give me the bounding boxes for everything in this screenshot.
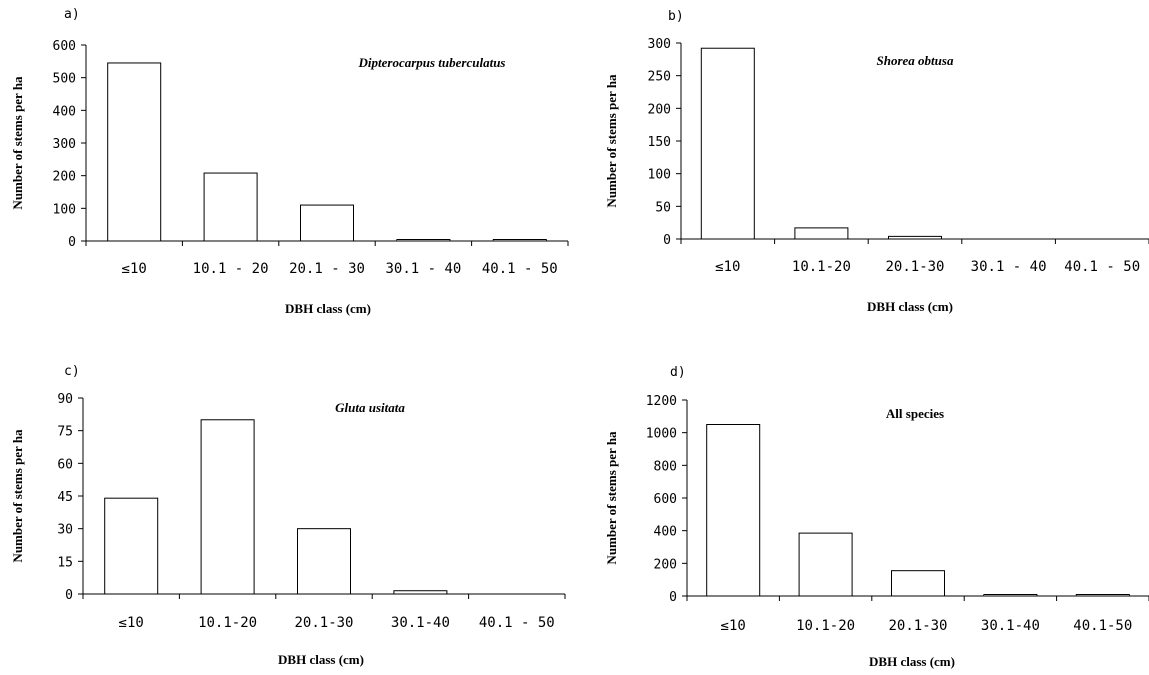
x-tick-label: 20.1-30: [885, 259, 944, 275]
bar: [297, 528, 351, 595]
y-tick-label: 200: [654, 557, 677, 572]
y-tick-label: 800: [654, 459, 677, 474]
chart-panel-d: d) 0 200 400 600 800 1000 1200 ≤10 10.1-20 20.1-30…: [604, 365, 1149, 669]
bar: [300, 204, 354, 242]
bar: [107, 62, 162, 242]
x-tick-label: 10.1 - 20: [193, 261, 269, 277]
bar: [700, 47, 755, 240]
bar: [203, 172, 258, 242]
y-tick-label: 200: [53, 170, 76, 185]
y-tick-label: 200: [648, 102, 671, 117]
x-tick-label: 10.1-20: [198, 615, 257, 631]
y-tick-label: 0: [68, 235, 76, 250]
x-tick-label: 40.1 - 50: [1064, 259, 1140, 275]
chart-title: Dipterocarpus tuberculatus: [358, 55, 506, 70]
y-tick-label: 250: [648, 70, 671, 85]
y-tick-label: 100: [53, 202, 76, 217]
y-tick-label: 15: [57, 555, 73, 570]
panel-label: a): [64, 7, 80, 22]
panel-label: b): [668, 9, 684, 24]
bar: [104, 497, 159, 595]
y-tick-label: 50: [655, 200, 671, 215]
x-tick-label: 30.1-40: [981, 618, 1040, 634]
y-tick-label: 150: [648, 135, 671, 150]
x-tick-label: 20.1 - 30: [289, 261, 365, 277]
bar: [393, 590, 448, 595]
y-axis-label: Number of stems per ha: [604, 431, 619, 565]
bar: [798, 532, 853, 597]
y-tick-label: 75: [57, 425, 73, 440]
bar: [794, 227, 849, 240]
y-axis-label: Number of stems per ha: [10, 76, 25, 210]
y-tick-label: 30: [57, 523, 73, 538]
y-tick-label: 45: [57, 490, 73, 505]
y-axis-label: Number of stems per ha: [604, 74, 619, 208]
bar: [983, 594, 1038, 597]
y-tick-label: 1000: [646, 427, 677, 442]
y-tick-label: 60: [57, 457, 73, 472]
chart-panel-a: a) 0 100 200 300 400 500 600 ≤10 10.1 - 20 20.1 - …: [10, 7, 569, 316]
y-tick-label: 1200: [646, 394, 677, 409]
chart-panel-b: b) 0 50 100 150 200 250 300 ≤10 10.1-20 20.1-30 30.…: [604, 9, 1149, 314]
y-tick-label: 100: [648, 168, 671, 183]
y-tick-label: 600: [654, 492, 677, 507]
x-tick-label: 40.1-50: [1073, 618, 1132, 634]
x-tick-label: 40.1 - 50: [482, 261, 558, 277]
y-tick-label: 500: [53, 72, 76, 87]
x-axis-label: DBH class (cm): [867, 299, 953, 314]
y-axis-label: Number of stems per ha: [10, 429, 25, 563]
panel-label: d): [670, 365, 686, 380]
x-axis-label: DBH class (cm): [285, 301, 371, 316]
bar: [200, 419, 255, 595]
x-tick-label: ≤10: [122, 261, 147, 277]
y-tick-label: 300: [53, 137, 76, 152]
x-tick-label: 20.1-30: [294, 615, 353, 631]
x-tick-label: 30.1 - 40: [971, 259, 1047, 275]
y-tick-label: 90: [57, 392, 73, 407]
y-tick-label: 600: [53, 39, 76, 54]
panel-label: c): [64, 364, 80, 379]
x-tick-label: 10.1-20: [792, 259, 851, 275]
x-tick-label: 30.1 - 40: [385, 261, 461, 277]
x-tick-label: ≤10: [721, 618, 746, 634]
y-tick-label: 400: [53, 104, 76, 119]
y-tick-label: 0: [663, 233, 671, 248]
y-tick-label: 400: [654, 525, 677, 540]
bar: [492, 239, 547, 242]
bar: [1075, 594, 1130, 597]
x-tick-label: 10.1-20: [796, 618, 855, 634]
chart-title: Shorea obtusa: [877, 53, 954, 68]
bar: [888, 235, 942, 240]
x-tick-label: 40.1 - 50: [479, 615, 555, 631]
chart-title: All species: [886, 406, 944, 421]
bar: [706, 424, 761, 597]
x-axis-label: DBH class (cm): [869, 654, 955, 669]
x-tick-label: 30.1-40: [391, 615, 450, 631]
chart-panel-c: c) 0 15 30 45 60 75 90 ≤10 10.1-20 20.1-30 30.1-40 4…: [10, 364, 566, 667]
x-tick-label: ≤10: [119, 615, 144, 631]
y-tick-label: 0: [669, 590, 677, 605]
x-axis-label: DBH class (cm): [278, 652, 364, 667]
x-tick-label: ≤10: [715, 259, 740, 275]
y-tick-label: 300: [648, 37, 671, 52]
chart-title: Gluta usitata: [335, 400, 405, 415]
bar: [891, 570, 945, 597]
bar: [396, 239, 451, 242]
y-tick-label: 0: [65, 588, 73, 603]
x-tick-label: 20.1-30: [888, 618, 947, 634]
